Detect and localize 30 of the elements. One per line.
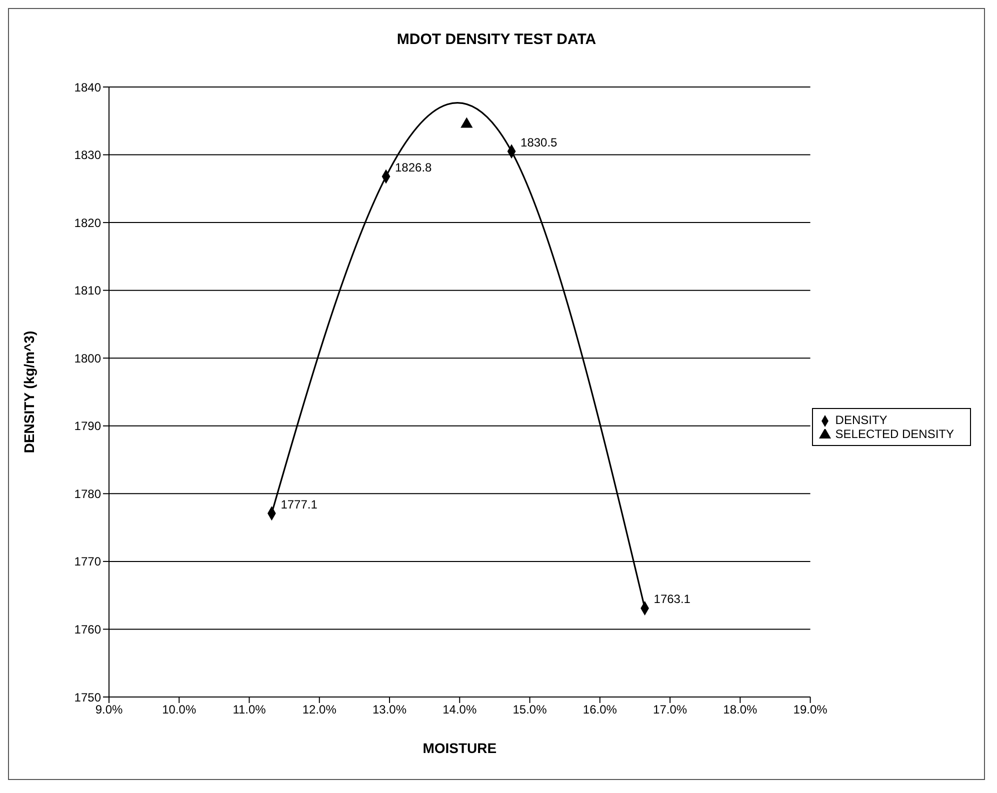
legend-label: DENSITY <box>835 413 888 427</box>
data-label: 1830.5 <box>520 135 558 150</box>
data-label: 1777.1 <box>280 497 318 512</box>
x-tick-label: 14.0% <box>442 702 477 717</box>
data-label: 1826.8 <box>395 160 432 174</box>
y-tick-label: 1790 <box>74 419 102 434</box>
x-tick-label: 10.0% <box>162 702 196 717</box>
data-label: 1763.1 <box>654 592 691 606</box>
x-tick-label: 16.0% <box>582 702 618 717</box>
y-axis-title: DENSITY (kg/m^3) <box>20 330 37 454</box>
x-tick-label: 12.0% <box>302 702 337 717</box>
y-tick-label: 1800 <box>74 351 102 366</box>
y-tick-label: 1830 <box>74 148 102 162</box>
x-axis-title: MOISTURE <box>422 740 497 756</box>
y-tick-label: 1820 <box>74 216 102 230</box>
x-tick-label: 15.0% <box>512 702 548 717</box>
x-tick-label: 13.0% <box>372 702 407 717</box>
x-tick-label: 19.0% <box>793 702 828 717</box>
x-tick-label: 17.0% <box>653 702 688 717</box>
y-tick-label: 1810 <box>74 284 102 298</box>
y-tick-label: 1780 <box>74 486 102 501</box>
y-tick-label: 1770 <box>74 554 102 569</box>
x-tick-label: 11.0% <box>232 702 266 717</box>
legend-label: SELECTED DENSITY <box>835 427 954 441</box>
y-tick-label: 1750 <box>74 690 102 704</box>
chart-title: MDOT DENSITY TEST DATA <box>396 30 598 50</box>
y-tick-label: 1840 <box>74 80 102 94</box>
x-tick-label: 18.0% <box>723 702 758 717</box>
y-tick-label: 1760 <box>74 622 102 636</box>
x-tick-label: 9.0% <box>95 702 123 717</box>
